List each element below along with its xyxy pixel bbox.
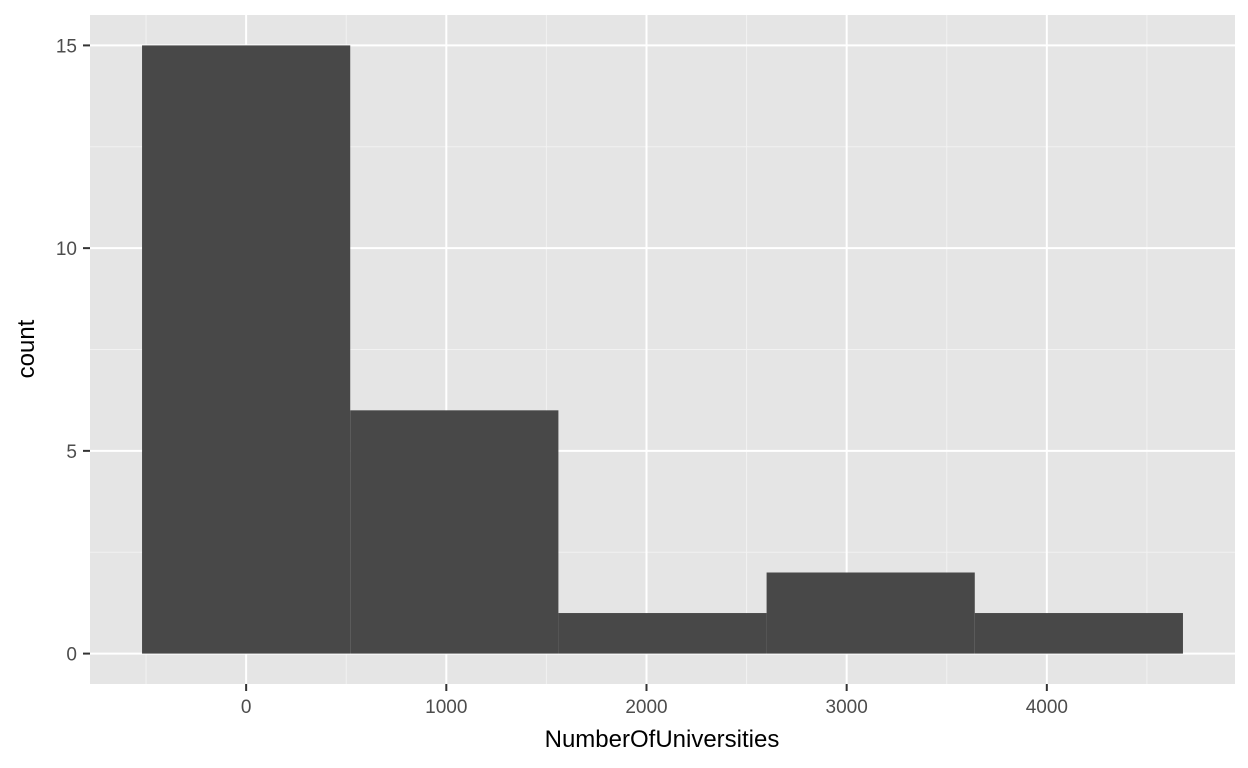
x-axis-title: NumberOfUniversities [545,726,780,753]
x-axis: 0 1000 2000 3000 4000 [241,684,1068,718]
y-axis: 0 5 10 15 [56,36,90,666]
histogram-bar [766,572,975,654]
y-tick-label: 15 [56,36,77,57]
x-tick-label: 4000 [1026,697,1068,718]
histogram-bars [142,45,1183,654]
histogram-bar [350,410,559,654]
x-tick-label: 1000 [425,697,467,718]
y-tick-label: 5 [66,442,77,463]
y-tick-label: 10 [56,239,77,260]
histogram-bar [142,45,351,654]
x-tick-label: 2000 [625,697,667,718]
y-axis-title: count [13,319,40,378]
x-tick-label: 3000 [826,697,868,718]
histogram-bar [558,613,767,654]
y-tick-label: 0 [66,645,77,666]
histogram-bar [974,613,1183,654]
x-tick-label: 0 [241,697,252,718]
